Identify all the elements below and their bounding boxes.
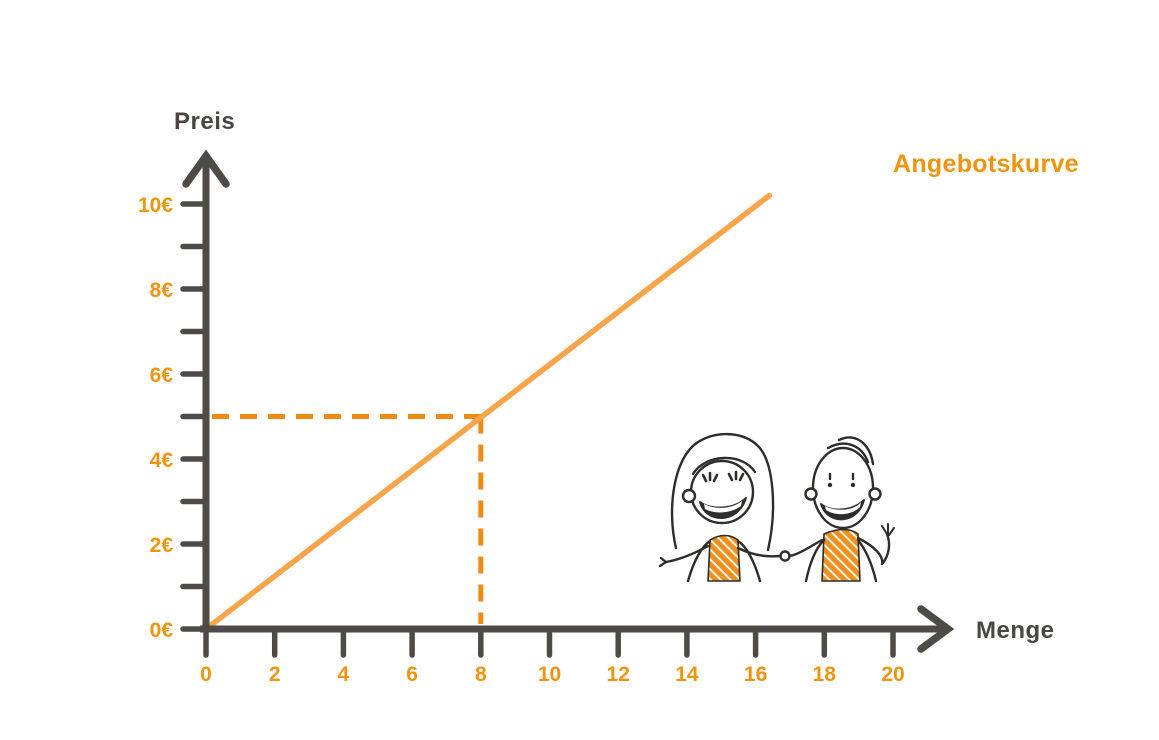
woman-shirt <box>707 534 741 582</box>
man-ear-right <box>868 487 882 501</box>
woman-teeth <box>704 501 742 513</box>
man-shoulder-right <box>856 538 878 583</box>
woman-hand-left <box>658 556 668 568</box>
y-tick-label: 8€ <box>150 279 174 302</box>
man-figure <box>788 436 895 583</box>
supply-curve <box>203 192 773 632</box>
x-tick-label: 10 <box>538 663 561 686</box>
man-arm-right <box>788 538 824 558</box>
x-tick-label: 16 <box>744 663 767 686</box>
woman-bangs <box>691 456 757 476</box>
woman-shoulder-left <box>686 539 712 583</box>
x-tick-label: 14 <box>675 663 699 686</box>
y-tick-label: 0€ <box>150 619 174 642</box>
y-tick-label: 2€ <box>150 534 174 557</box>
woman-arm-right <box>736 546 781 558</box>
woman-eyes <box>701 470 745 483</box>
y-tick-label: 6€ <box>150 364 174 387</box>
woman-figure <box>658 432 781 583</box>
man-arm-raised <box>856 532 891 566</box>
x-tick-label: 6 <box>406 663 418 686</box>
x-tick-label: 18 <box>813 663 837 686</box>
x-axis-title: Menge <box>976 617 1055 644</box>
man-hair-curl-2 <box>837 436 875 466</box>
handshake-hands <box>779 550 791 562</box>
man-ear-left <box>804 487 818 501</box>
woman-shoulder-right <box>736 539 762 583</box>
axes <box>182 149 955 653</box>
y-tick-label: 4€ <box>150 449 174 472</box>
man-teeth <box>825 502 861 515</box>
axis-ticks <box>180 201 896 658</box>
woman-ear <box>681 488 697 504</box>
woman-arm-left <box>664 544 710 564</box>
x-tick-label: 20 <box>881 663 904 686</box>
supply-line <box>203 192 773 632</box>
y-axis-title: Preis <box>174 108 236 135</box>
x-tick-label: 2 <box>269 663 281 686</box>
x-tick-label: 12 <box>607 663 630 686</box>
man-hand-fingers <box>881 523 895 536</box>
x-tick-label: 0 <box>200 663 212 686</box>
curve-title-label: Angebotskurve <box>893 150 1079 178</box>
x-axis-arrowhead <box>917 605 955 653</box>
x-tick-label: 4 <box>338 663 350 686</box>
handshake-illustration <box>658 432 895 583</box>
man-shirt <box>821 528 861 582</box>
man-eyes <box>827 472 856 488</box>
y-axis-arrowhead <box>182 149 230 188</box>
axis-tick-labels: 0€ 2€ 4€ 6€ 8€ 10€ 0 2 4 6 8 10 12 14 16 18 20 <box>138 194 905 686</box>
man-shoulder-left <box>804 538 826 583</box>
y-tick-label: 10€ <box>138 194 173 217</box>
dashed-guides <box>212 414 484 624</box>
man-hair-curl <box>826 442 870 464</box>
x-tick-label: 8 <box>475 663 487 686</box>
